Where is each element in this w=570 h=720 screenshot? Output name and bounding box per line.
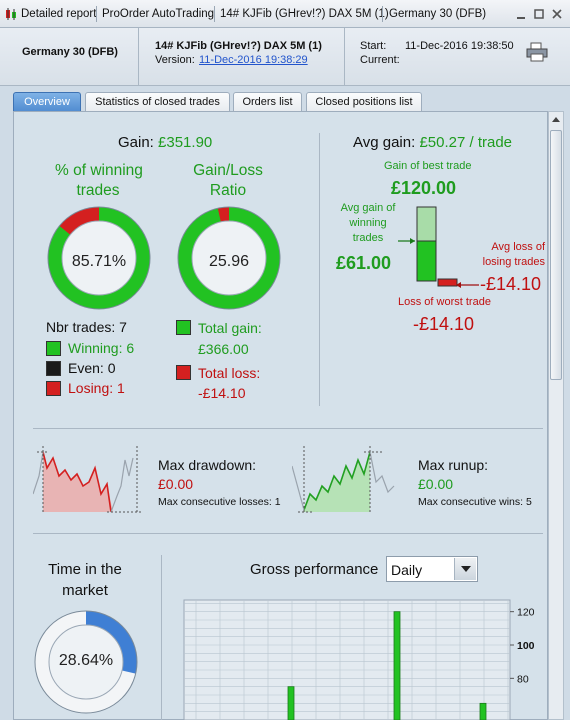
runup-sub: Max consecutive wins: 5 [418,496,532,508]
avg-gain-heading: Avg gain: £50.27 / trade [353,134,512,151]
losing-count: Losing: 1 [68,380,125,396]
avg-gain-value: £50.27 / trade [419,134,513,151]
donut-winning-segment [48,207,150,309]
worst-trade-label: Loss of worst trade [398,296,491,308]
vertical-scrollbar[interactable] [548,111,564,720]
version-label: Version: [155,54,195,66]
time-in-market-title-1: Time in the [48,561,122,578]
runup-title: Max runup: [418,457,489,473]
title-bar: Detailed report ProOrder AutoTrading 14#… [0,0,570,28]
gain-value: £351.90 [158,134,213,151]
time-in-market-donut [34,610,138,714]
avg-loss-value: -£14.10 [480,274,542,294]
title-segment-report: Detailed report [21,8,97,20]
drawdown-value: £0.00 [158,476,194,492]
avg-gain-bar-graphic [398,206,458,287]
time-in-market-value: 28.64% [58,652,114,669]
drawdown-sub: Max consecutive losses: 1 [158,496,281,508]
tab-statistics[interactable]: Statistics of closed trades [85,92,230,112]
drawdown-title: Max drawdown: [158,457,257,473]
winning-legend-swatch [46,341,61,356]
tab-closed-positions[interactable]: Closed positions list [306,92,422,112]
losing-legend-swatch [46,381,61,396]
total-gain-label: Total gain: [198,320,262,336]
y-tick-label: 80 [517,673,529,685]
minimize-icon[interactable] [514,7,528,21]
even-legend-swatch [46,361,61,376]
tab-overview[interactable]: Overview [13,92,81,112]
start-label: Start: [360,40,387,52]
close-icon[interactable] [550,7,564,21]
gain-heading: Gain: £351.90 [118,134,212,151]
avg-win-label-2: winning [349,217,387,229]
start-value: 11-Dec-2016 19:38:50 [405,40,514,52]
version-link[interactable]: 11-Dec-2016 19:38:29 [199,54,308,66]
best-trade-label: Gain of best trade [384,160,472,172]
y-tick-label: 100 [517,640,535,652]
winning-title-line2: trades [76,182,120,199]
print-icon[interactable] [526,42,548,62]
avg-loss-arrow [456,282,479,288]
ratio-title-line2: Ratio [209,182,247,199]
chart-plot-area [183,599,511,720]
ratio-title-line1: Gain/Loss [193,162,263,179]
title-segment-system: 14# KJFib (GHrev!?) DAX 5M (1) [220,8,389,20]
total-loss-swatch [176,365,191,380]
winning-trades-donut [47,206,151,310]
avg-loss-label-2: losing trades [482,256,545,268]
scroll-thumb[interactable] [550,130,562,380]
worst-trade-value: -£14.10 [413,314,475,334]
avg-gain-label: Avg gain: [353,134,416,151]
nbr-trades: Nbr trades: 7 [46,319,127,335]
gross-performance-title: Gross performance [250,561,379,578]
winning-pct-value: 85.71% [71,253,127,270]
ratio-value: 25.96 [208,253,250,270]
time-in-market-title-2: market [62,582,108,599]
avg-win-label-3: trades [352,232,384,244]
period-dropdown-button[interactable] [454,558,476,580]
even-count: Even: 0 [68,360,116,376]
gain-loss-ratio-donut [177,206,281,310]
winning-title-line1: % of winning [55,162,143,179]
current-label: Current: [360,54,400,66]
period-select-value: Daily [391,562,423,578]
chart-bar [287,686,295,720]
winning-count: Winning: 6 [68,340,135,356]
report-header: Germany 30 (DFB) 14# KJFib (GHrev!?) DAX… [0,28,570,86]
candlestick-icon [6,8,16,20]
scroll-up-icon[interactable] [550,114,562,126]
chevron-down-icon [461,566,471,572]
gain-label: Gain: [118,134,154,151]
best-trade-value: £120.00 [391,178,457,198]
drawdown-sparkline [33,446,141,514]
chart-bar [479,702,487,720]
avg-win-label-1: Avg gain of [340,202,396,214]
runup-value: £0.00 [418,476,454,492]
runup-sparkline [292,446,395,514]
system-name: 14# KJFib (GHrev!?) DAX 5M (1) [155,40,322,52]
chart-bar [393,611,401,720]
title-segment-instrument: Germany 30 (DFB) [389,8,487,20]
avg-loss-label-1: Avg loss of [491,241,545,253]
gross-performance-chart: 120 100 80 [183,599,535,720]
title-segment-proorder: ProOrder AutoTrading [102,8,215,20]
instrument-name: Germany 30 (DFB) [22,46,118,58]
total-loss-value: -£14.10 [198,385,246,401]
tab-orders-list[interactable]: Orders list [233,92,302,112]
total-gain-swatch [176,320,191,335]
maximize-icon[interactable] [532,7,546,21]
avg-win-value: £61.00 [336,253,392,273]
total-loss-label: Total loss: [198,365,261,381]
total-gain-value: £366.00 [198,341,249,357]
period-select[interactable]: Daily [386,556,478,582]
y-tick-label: 120 [517,607,535,619]
